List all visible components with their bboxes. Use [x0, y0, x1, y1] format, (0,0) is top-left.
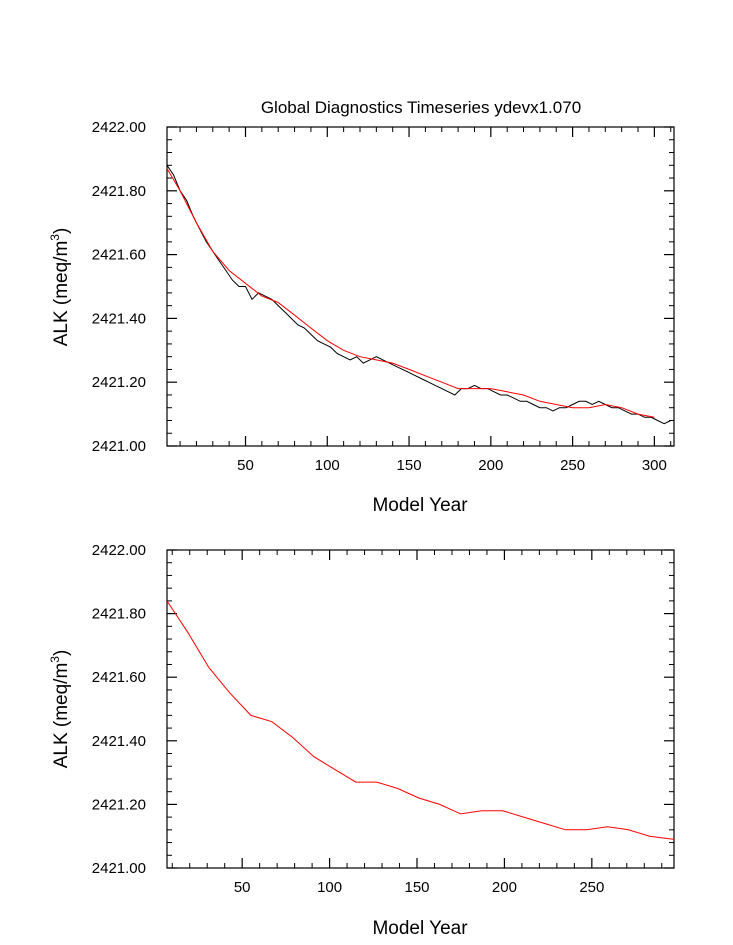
major-ticks	[167, 549, 674, 869]
y-tick-labels: 2421.00 2421.20 2421.40 2421.60 2421.80 2422.…	[92, 542, 146, 877]
chart-title: Global Diagnostics Timeseries ydevx1.070	[261, 98, 581, 117]
y-tick-label: 2421.40	[92, 733, 146, 750]
y-axis-label: ALK (meq/m3)	[48, 228, 72, 347]
y-tick-labels: 2421.00 2421.20 2421.40 2421.60 2421.80 2422.…	[92, 119, 146, 455]
y-tick-label: 2421.80	[92, 183, 146, 200]
major-ticks	[167, 126, 674, 447]
y-tick-label: 2421.00	[92, 438, 146, 455]
minor-ticks	[167, 550, 674, 868]
x-tick-label: 50	[234, 879, 251, 896]
series-line-annual	[166, 165, 671, 425]
x-tick-label: 250	[560, 457, 585, 474]
y-tick-label: 2421.20	[92, 374, 146, 391]
x-tick-labels: 50 100 150 200 250	[234, 879, 605, 896]
x-tick-label: 200	[492, 879, 517, 896]
x-tick-label: 250	[579, 879, 604, 896]
y-tick-label: 2421.60	[92, 669, 146, 686]
x-axis-label: Model Year	[372, 918, 468, 939]
x-tick-label: 50	[237, 457, 254, 474]
plot-frame	[166, 126, 675, 447]
x-tick-label: 150	[397, 457, 422, 474]
timeseries-panel-top: Global Diagnostics Timeseries ydevx1.070…	[48, 98, 675, 516]
x-axis-label: Model Year	[372, 495, 468, 516]
timeseries-panel-bottom: 2421.00 2421.20 2421.40 2421.60 2421.80 2422.…	[48, 542, 675, 939]
x-tick-label: 150	[404, 879, 429, 896]
y-tick-label: 2421.20	[92, 796, 146, 813]
x-tick-label: 100	[317, 879, 342, 896]
x-tick-label: 100	[315, 457, 340, 474]
x-tick-labels: 50 100 150 200 250 300	[237, 457, 667, 474]
series-line-smoothed	[166, 168, 655, 418]
y-tick-label: 2421.00	[92, 860, 146, 877]
minor-ticks	[167, 127, 674, 446]
y-tick-label: 2422.00	[92, 542, 146, 559]
plot-frame	[166, 549, 675, 869]
series-line-decadal-mean	[166, 600, 675, 840]
series-layer	[166, 600, 675, 840]
y-tick-label: 2421.60	[92, 247, 146, 264]
y-tick-label: 2421.40	[92, 310, 146, 327]
y-axis-label: ALK (meq/m3)	[48, 650, 72, 769]
y-tick-label: 2421.80	[92, 606, 146, 623]
x-tick-label: 200	[478, 457, 503, 474]
y-tick-label: 2422.00	[92, 119, 146, 136]
series-layer	[166, 165, 671, 425]
x-tick-label: 300	[642, 457, 667, 474]
